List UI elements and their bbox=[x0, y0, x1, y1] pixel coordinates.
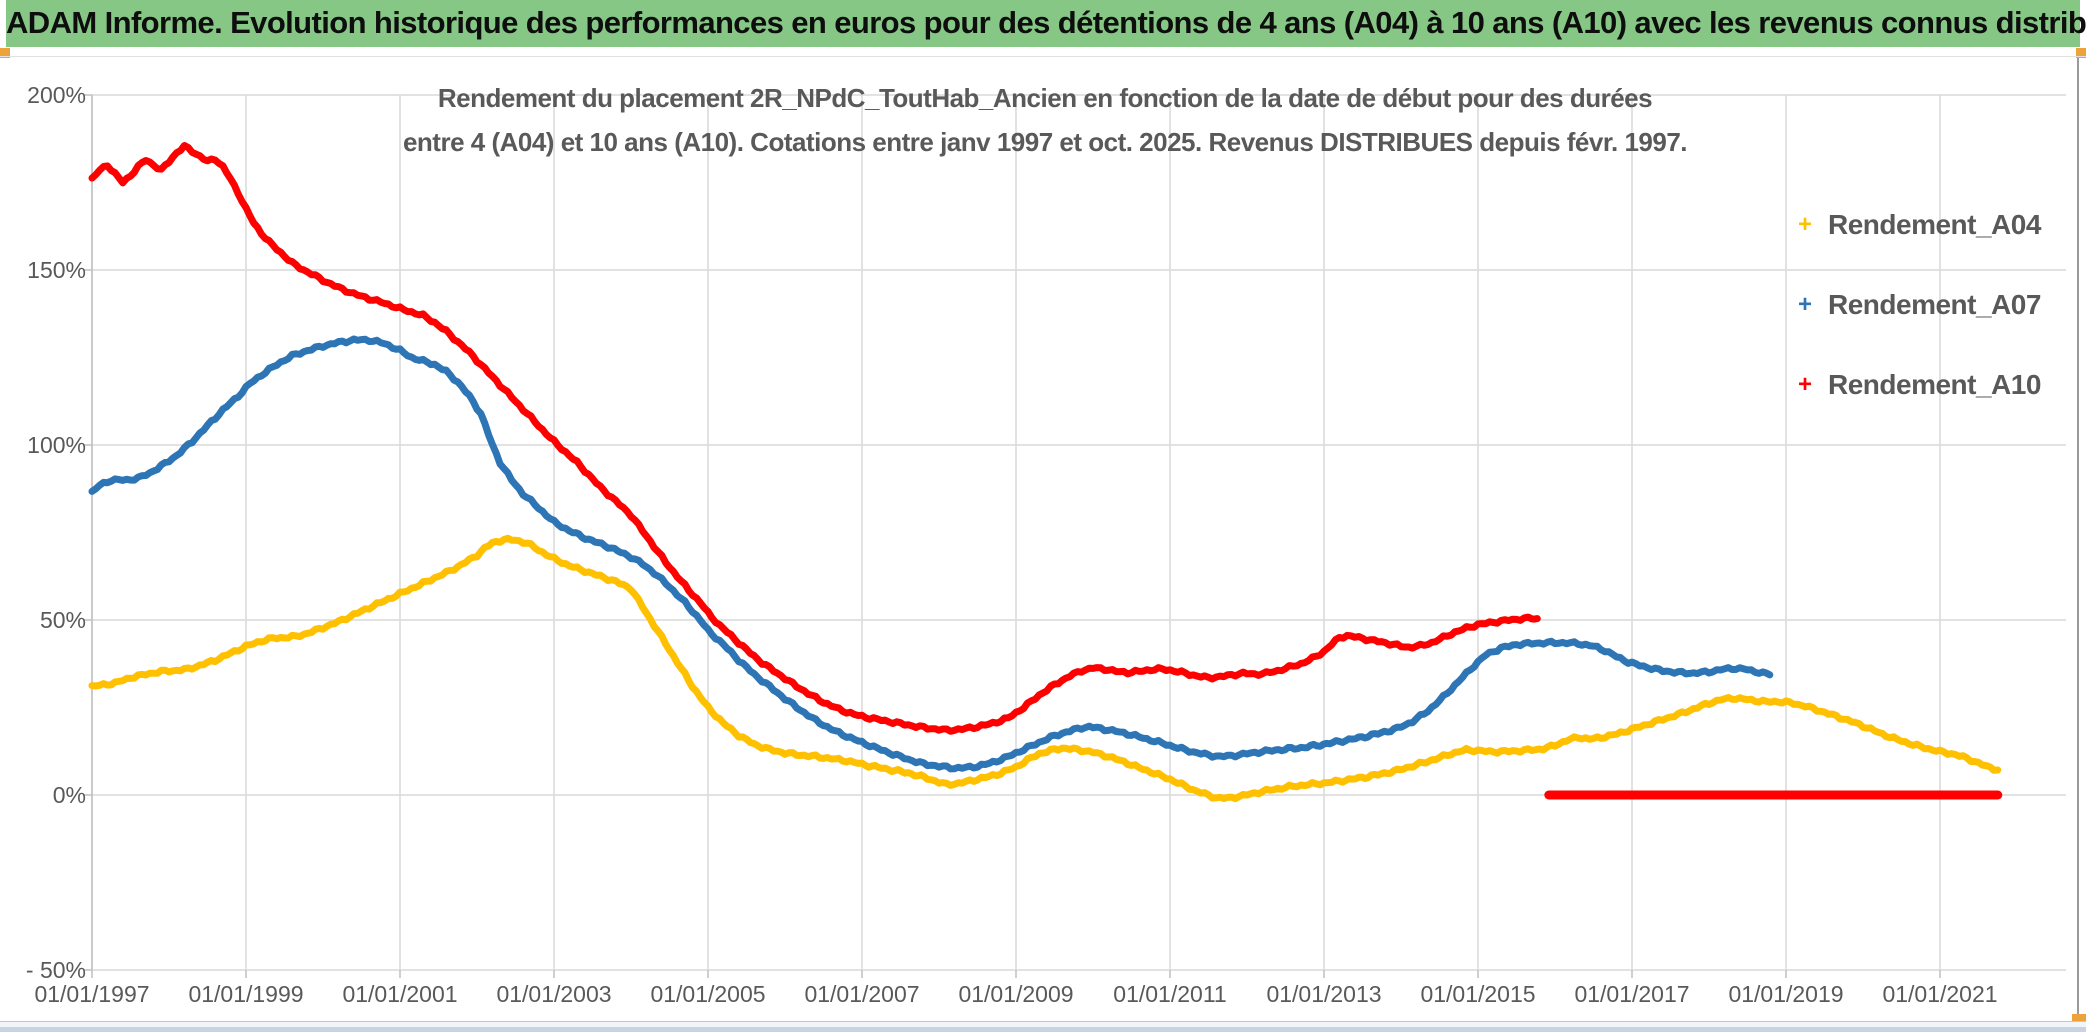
chart-legend: + Rendement_A04 + Rendement_A07 + Rendement_A… bbox=[1798, 203, 2068, 443]
legend-label: Rendement_A10 bbox=[1828, 369, 2041, 400]
y-tick-label: 200% bbox=[27, 82, 86, 108]
x-tick-label: 01/01/2013 bbox=[1266, 981, 1382, 1007]
legend-label: Rendement_A04 bbox=[1828, 209, 2041, 240]
y-tick-label: - 50% bbox=[25, 957, 86, 983]
page-title: ADAM Informe. Evolution historique des p… bbox=[6, 5, 2086, 40]
x-tick-label: 01/01/2019 bbox=[1728, 981, 1844, 1007]
y-tick-label: 150% bbox=[27, 257, 86, 283]
legend-plus-marker-icon: + bbox=[1798, 291, 1813, 318]
series-Rendement_A10[interactable] bbox=[88, 142, 1541, 735]
legend-item-Rendement_A04[interactable]: + Rendement_A04 bbox=[1798, 203, 2068, 247]
legend-label: Rendement_A07 bbox=[1828, 289, 2041, 320]
legend-plus-marker-icon: + bbox=[1798, 371, 1813, 398]
x-tick-label: 01/01/2017 bbox=[1574, 981, 1690, 1007]
y-tick-label: 50% bbox=[39, 607, 86, 633]
legend-plus-marker-icon: + bbox=[1798, 211, 1813, 238]
corner-accent-top-right bbox=[2076, 48, 2086, 58]
x-tick-label: 01/01/1999 bbox=[188, 981, 304, 1007]
bottom-divider bbox=[0, 1021, 2086, 1022]
legend-item-Rendement_A07[interactable]: + Rendement_A07 bbox=[1798, 283, 2068, 327]
legend-item-Rendement_A10[interactable]: + Rendement_A10 bbox=[1798, 363, 2068, 407]
chart-title: Rendement du placement 2R_NPdC_ToutHab_A… bbox=[250, 76, 1840, 164]
x-tick-label: 01/01/2009 bbox=[958, 981, 1074, 1007]
x-tick-label: 01/01/2007 bbox=[804, 981, 920, 1007]
y-tick-label: 100% bbox=[27, 432, 86, 458]
x-tick-label: 01/01/2015 bbox=[1420, 981, 1536, 1007]
x-tick-label: 01/01/1997 bbox=[34, 981, 150, 1007]
header-bar: ADAM Informe. Evolution historique des p… bbox=[6, 0, 2086, 47]
series-Rendement_A04[interactable] bbox=[88, 534, 2002, 803]
y-tick-label: 0% bbox=[52, 782, 86, 808]
x-tick-label: 01/01/2021 bbox=[1882, 981, 1998, 1007]
corner-accent-top-left bbox=[0, 48, 10, 58]
chart-title-line2: entre 4 (A04) et 10 ans (A10). Cotations… bbox=[402, 127, 1688, 157]
chart-title-line1: Rendement du placement 2R_NPdC_ToutHab_A… bbox=[437, 83, 1653, 113]
x-tick-label: 01/01/2003 bbox=[496, 981, 612, 1007]
x-tick-label: 01/01/2001 bbox=[342, 981, 458, 1007]
bottom-strip bbox=[0, 1022, 2086, 1027]
x-tick-label: 01/01/2005 bbox=[650, 981, 766, 1007]
x-tick-label: 01/01/2011 bbox=[1113, 981, 1227, 1007]
series-Rendement_A07[interactable] bbox=[88, 335, 1774, 773]
bottom-strip-edge bbox=[0, 1027, 2086, 1032]
corner-accent-bottom-right bbox=[2072, 1014, 2086, 1024]
chart-frame-line bbox=[0, 56, 2086, 57]
